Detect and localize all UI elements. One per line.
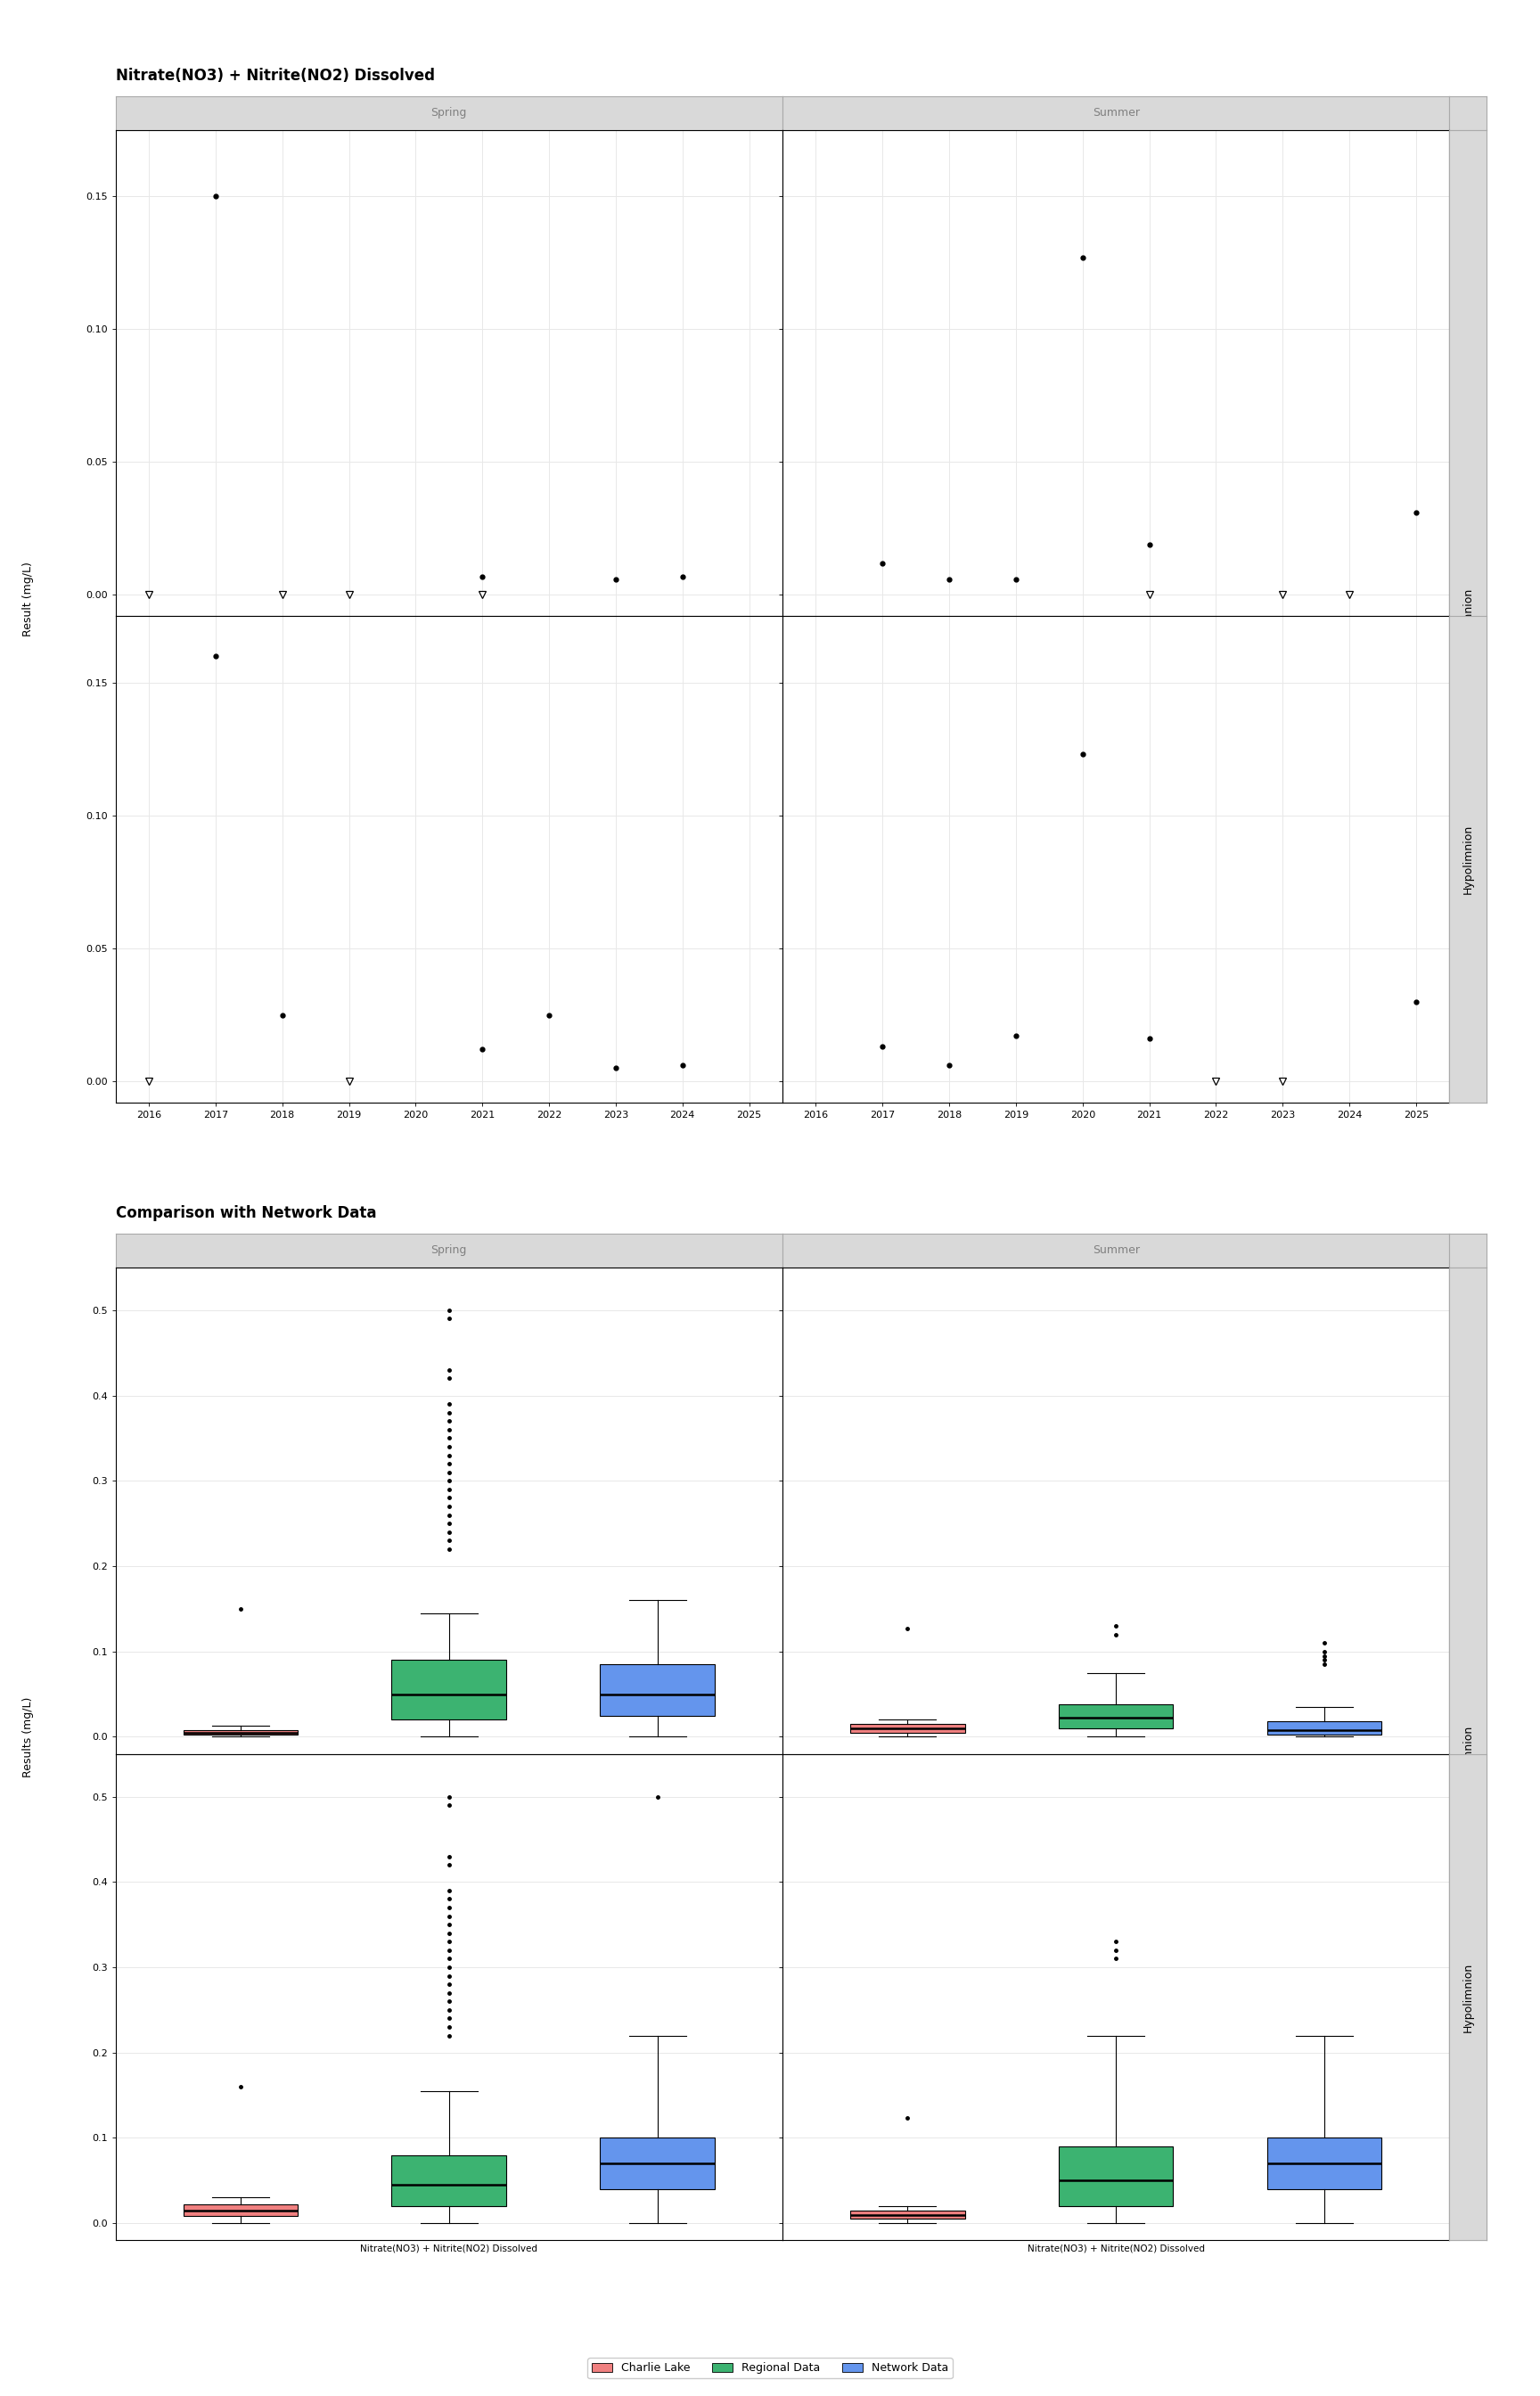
Text: Hypolimnion: Hypolimnion: [1461, 1962, 1474, 2032]
PathPatch shape: [850, 1725, 966, 1732]
Text: Epilimnion: Epilimnion: [1461, 1725, 1474, 1783]
Text: Summer: Summer: [1092, 1244, 1140, 1256]
PathPatch shape: [391, 2154, 507, 2207]
X-axis label: Nitrate(NO3) + Nitrite(NO2) Dissolved: Nitrate(NO3) + Nitrite(NO2) Dissolved: [1027, 2245, 1204, 2252]
PathPatch shape: [601, 2137, 715, 2190]
PathPatch shape: [850, 2212, 966, 2219]
Text: Summer: Summer: [1092, 108, 1140, 120]
Text: Hypolimnion: Hypolimnion: [1461, 824, 1474, 894]
Text: Spring: Spring: [431, 1244, 467, 1256]
X-axis label: Nitrate(NO3) + Nitrite(NO2) Dissolved: Nitrate(NO3) + Nitrite(NO2) Dissolved: [360, 2245, 537, 2252]
Text: Result (mg/L): Result (mg/L): [22, 561, 34, 637]
PathPatch shape: [1267, 2137, 1381, 2190]
Text: Nitrate(NO3) + Nitrite(NO2) Dissolved: Nitrate(NO3) + Nitrite(NO2) Dissolved: [116, 67, 434, 84]
X-axis label: Nitrate(NO3) + Nitrite(NO2) Dissolved: Nitrate(NO3) + Nitrite(NO2) Dissolved: [360, 1759, 537, 1766]
PathPatch shape: [183, 2204, 297, 2216]
Text: Spring: Spring: [431, 108, 467, 120]
PathPatch shape: [391, 1660, 507, 1720]
PathPatch shape: [183, 1730, 297, 1735]
PathPatch shape: [1058, 2147, 1173, 2207]
X-axis label: Nitrate(NO3) + Nitrite(NO2) Dissolved: Nitrate(NO3) + Nitrite(NO2) Dissolved: [1027, 1759, 1204, 1766]
Text: Comparison with Network Data: Comparison with Network Data: [116, 1205, 376, 1222]
PathPatch shape: [1267, 1720, 1381, 1735]
PathPatch shape: [601, 1665, 715, 1716]
Text: Epilimnion: Epilimnion: [1461, 587, 1474, 645]
Legend: Charlie Lake, Regional Data, Network Data: Charlie Lake, Regional Data, Network Dat…: [588, 2358, 952, 2379]
PathPatch shape: [1058, 1704, 1173, 1728]
Text: Results (mg/L): Results (mg/L): [22, 1696, 34, 1778]
